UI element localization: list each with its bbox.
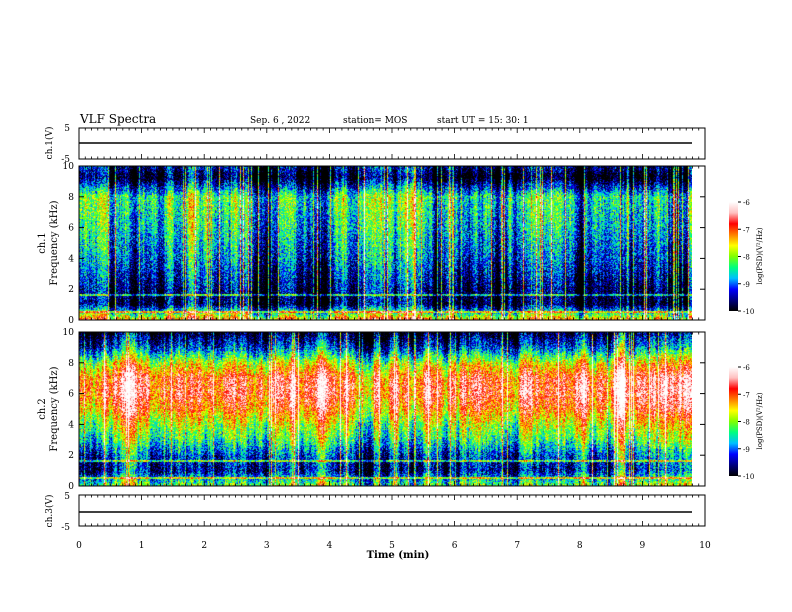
ch1-spectrogram-ylabel-channel: ch.1 — [37, 232, 48, 254]
ch1-spectrogram-ytick-label: 4 — [68, 254, 74, 264]
ch1-colorbar-tick-label: -10 — [743, 308, 754, 316]
ch1-spectrogram-ytick-label: 8 — [68, 193, 74, 203]
ch1-colorbar-tick-label: -9 — [743, 281, 750, 289]
x-axis-tick-label: 1 — [139, 541, 145, 551]
ch1-voltage-ylabel: ch.1(V) — [44, 127, 55, 160]
ch2-colorbar: -6 -7 -8 -9 -10 log(PSD)(V²/Hz) — [729, 364, 764, 481]
x-axis-tick-label: 7 — [514, 541, 520, 551]
ch2-colorbar-tick-label: -10 — [743, 473, 754, 481]
ch2-spectrogram-panel: 0 2 4 6 8 10 ch.2 Frequency (kHz) — [37, 328, 706, 492]
x-axis-tick-label: 10 — [699, 541, 711, 551]
ch1-spectrogram-ytick-label: 2 — [68, 285, 74, 295]
ch1-colorbar-label: log(PSD)(V²/Hz) — [756, 227, 764, 284]
ch2-spectrogram-ylabel-frequency: Frequency (kHz) — [49, 366, 60, 451]
ch1-spectrogram-ytick-label: 10 — [63, 162, 75, 172]
ch2-spectrogram-ytick-label: 0 — [68, 482, 74, 492]
x-axis-tick-label: 3 — [264, 541, 270, 551]
ch3-voltage-ytick-top: 5 — [64, 492, 70, 502]
ch1-colorbar-tick-label: -6 — [743, 199, 750, 207]
ch3-voltage-panel: 5 -5 ch.3(V) — [44, 492, 706, 533]
ch3-voltage-ytick-bottom: -5 — [61, 523, 70, 533]
ch2-spectrogram-image — [79, 332, 692, 486]
ch2-spectrogram-ylabel-channel: ch.2 — [37, 398, 48, 420]
ch1-colorbar-gradient — [729, 202, 738, 311]
ch2-colorbar-tick-label: -9 — [743, 446, 750, 454]
ch1-colorbar: -6 -7 -8 -9 -10 log(PSD)(V²/Hz) — [729, 199, 764, 316]
ch1-spectrogram-image — [79, 166, 692, 320]
x-axis-tick-label: 4 — [327, 541, 333, 551]
ch2-spectrogram-ytick-label: 6 — [68, 390, 74, 400]
station-label: station= MOS — [343, 116, 407, 126]
ch2-spectrogram-ytick-label: 10 — [63, 328, 75, 338]
ch1-colorbar-tick-label: -8 — [743, 254, 750, 262]
x-axis: 0 1 2 3 4 5 6 7 8 9 10 — [76, 128, 711, 551]
ch2-colorbar-gradient — [729, 367, 738, 476]
x-axis-tick-label: 9 — [640, 541, 646, 551]
ch1-spectrogram-panel: 0 2 4 6 8 10 ch.1 Frequency (kHz) — [37, 162, 706, 326]
ch2-spectrogram-ytick-label: 8 — [68, 359, 74, 369]
x-axis-tick-label: 0 — [76, 541, 82, 551]
x-axis-label: Time (min) — [367, 550, 430, 561]
ch1-spectrogram-ytick-label: 0 — [68, 316, 74, 326]
ch2-colorbar-label: log(PSD)(V²/Hz) — [756, 392, 764, 449]
x-axis-tick-label: 8 — [577, 541, 583, 551]
ch1-spectrogram-ytick-label: 6 — [68, 224, 74, 234]
x-axis-tick-label: 2 — [201, 541, 207, 551]
ch1-voltage-ytick-top: 5 — [64, 124, 70, 134]
start-time-label: start UT = 15: 30: 1 — [437, 116, 529, 126]
date-label: Sep. 6 , 2022 — [250, 116, 310, 126]
x-axis-tick-label: 5 — [389, 541, 395, 551]
ch2-colorbar-tick-label: -7 — [743, 391, 750, 399]
x-axis-tick-label: 6 — [452, 541, 458, 551]
ch3-voltage-ylabel: ch.3(V) — [44, 495, 55, 528]
ch1-spectrogram-ylabel-frequency: Frequency (kHz) — [49, 200, 60, 285]
ch1-voltage-ytick-bottom: -5 — [61, 155, 70, 165]
ch2-spectrogram-ytick-label: 2 — [68, 451, 74, 461]
ch2-spectrogram-ytick-label: 4 — [68, 420, 74, 430]
ch2-colorbar-tick-label: -6 — [743, 364, 750, 372]
ch1-colorbar-tick-label: -7 — [743, 226, 750, 234]
ch2-colorbar-tick-label: -8 — [743, 419, 750, 427]
figure-title: VLF Spectra — [79, 112, 156, 126]
ch1-voltage-panel: 5 -5 ch.1(V) — [44, 124, 706, 165]
